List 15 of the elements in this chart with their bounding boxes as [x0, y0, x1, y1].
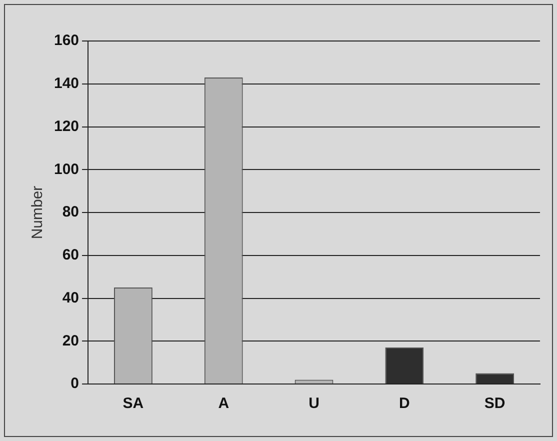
y-tick-label: 80 [62, 204, 80, 221]
y-tick-label: 160 [54, 32, 80, 50]
x-tick-label: SA [122, 395, 144, 412]
x-tick-label: U [308, 395, 320, 412]
y-tick-label: 60 [62, 246, 80, 264]
x-tick-label: D [398, 395, 410, 412]
y-tick-label: 0 [70, 375, 80, 392]
x-tick-label: SD [484, 395, 506, 412]
y-tick-label: 120 [54, 118, 80, 135]
y-axis-title: Number [29, 186, 46, 240]
y-tick-label: 100 [54, 160, 80, 178]
y-tick-label: 20 [62, 332, 80, 350]
y-tick-label: 40 [62, 289, 80, 306]
x-tick-label: A [218, 395, 230, 412]
y-tick-label: 140 [54, 75, 80, 92]
